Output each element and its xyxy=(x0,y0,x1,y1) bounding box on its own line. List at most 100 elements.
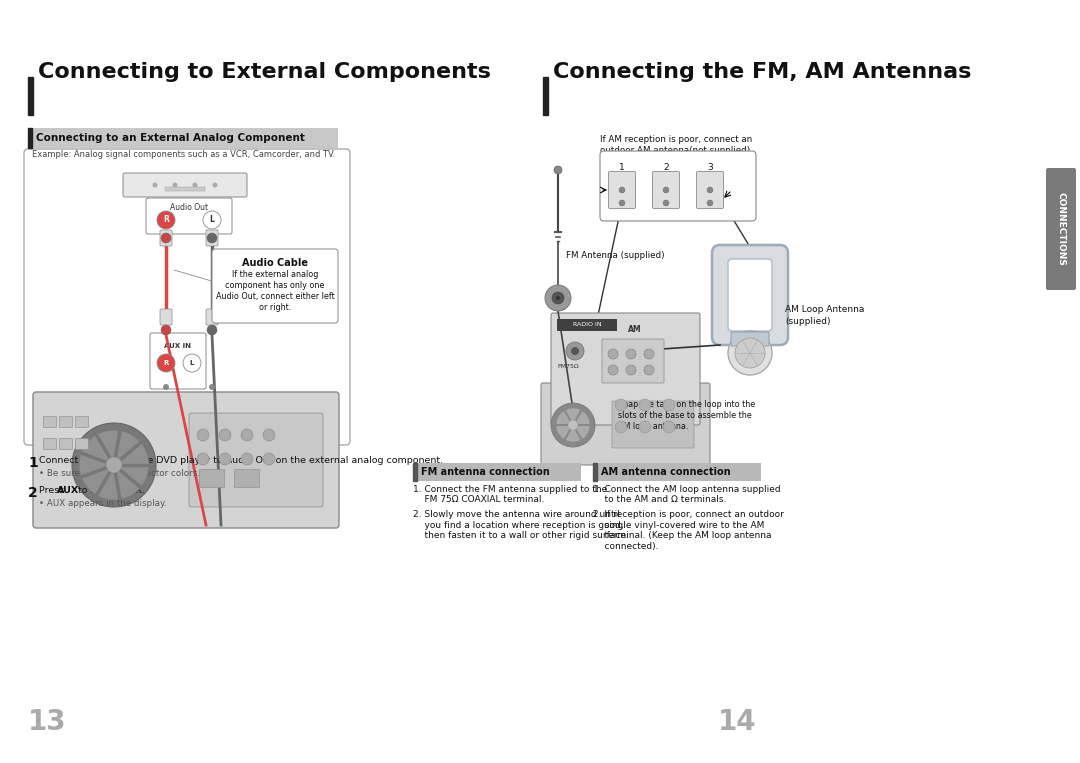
Text: Press: Press xyxy=(39,486,67,495)
Text: • Be sure to match connector colors.: • Be sure to match connector colors. xyxy=(39,469,200,478)
Text: 2. If reception is poor, connect an outdoor: 2. If reception is poor, connect an outd… xyxy=(593,510,784,519)
Bar xyxy=(234,469,259,487)
Text: 1. Connect the FM antenna supplied to the: 1. Connect the FM antenna supplied to th… xyxy=(413,485,607,494)
Bar xyxy=(543,77,548,115)
Circle shape xyxy=(571,347,579,355)
Circle shape xyxy=(644,349,654,359)
Circle shape xyxy=(241,429,253,441)
Circle shape xyxy=(552,292,564,304)
FancyBboxPatch shape xyxy=(541,383,710,465)
FancyBboxPatch shape xyxy=(608,172,635,208)
Circle shape xyxy=(152,182,158,188)
FancyBboxPatch shape xyxy=(43,439,56,449)
Text: If AM reception is poor, connect an: If AM reception is poor, connect an xyxy=(600,135,753,144)
Text: AM: AM xyxy=(629,324,642,333)
FancyBboxPatch shape xyxy=(206,230,218,246)
Text: connected).: connected). xyxy=(593,542,659,550)
Circle shape xyxy=(157,354,175,372)
Circle shape xyxy=(79,430,149,500)
Bar xyxy=(28,77,33,115)
Circle shape xyxy=(626,365,636,375)
Text: FM 75Ω COAXIAL terminal.: FM 75Ω COAXIAL terminal. xyxy=(413,495,544,504)
Text: • AUX appears in the display.: • AUX appears in the display. xyxy=(39,499,166,508)
FancyBboxPatch shape xyxy=(712,245,788,345)
FancyBboxPatch shape xyxy=(160,230,172,246)
Text: then fasten it to a wall or other rigid surface.: then fasten it to a wall or other rigid … xyxy=(413,531,629,540)
Text: slots of the base to assemble the: slots of the base to assemble the xyxy=(618,411,752,420)
Bar xyxy=(28,128,32,148)
FancyBboxPatch shape xyxy=(24,149,350,445)
Text: AM antenna connection: AM antenna connection xyxy=(600,467,731,477)
Text: 14: 14 xyxy=(718,708,757,736)
FancyBboxPatch shape xyxy=(76,439,89,449)
Text: AUX IN: AUX IN xyxy=(164,343,191,349)
Circle shape xyxy=(106,457,122,473)
Text: outdoor AM antenna(not supplied).: outdoor AM antenna(not supplied). xyxy=(600,146,753,155)
Circle shape xyxy=(644,365,654,375)
Circle shape xyxy=(663,399,675,411)
Circle shape xyxy=(219,429,231,441)
Text: you find a location where reception is good,: you find a location where reception is g… xyxy=(413,520,623,530)
Text: component has only one: component has only one xyxy=(226,281,325,290)
FancyBboxPatch shape xyxy=(1047,168,1076,290)
FancyBboxPatch shape xyxy=(728,259,772,331)
Text: Connect Audio In on the DVD player to Audio Out on the external analog component: Connect Audio In on the DVD player to Au… xyxy=(39,456,443,465)
Circle shape xyxy=(639,399,651,411)
Text: FM75Ω: FM75Ω xyxy=(557,365,579,369)
Circle shape xyxy=(264,429,275,441)
Circle shape xyxy=(707,187,713,193)
Circle shape xyxy=(663,200,669,206)
Bar xyxy=(199,469,224,487)
FancyBboxPatch shape xyxy=(146,198,232,234)
Circle shape xyxy=(207,325,217,335)
Text: L: L xyxy=(210,215,215,224)
Text: 1: 1 xyxy=(28,456,38,470)
Circle shape xyxy=(615,421,627,433)
Circle shape xyxy=(728,331,772,375)
Text: 2: 2 xyxy=(28,486,38,500)
Circle shape xyxy=(241,453,253,465)
Text: or right.: or right. xyxy=(259,303,292,312)
Circle shape xyxy=(264,453,275,465)
Text: (supplied): (supplied) xyxy=(785,317,831,326)
Circle shape xyxy=(608,349,618,359)
Circle shape xyxy=(608,365,618,375)
Text: AUX: AUX xyxy=(57,486,79,495)
Circle shape xyxy=(556,408,590,442)
FancyBboxPatch shape xyxy=(731,332,769,346)
FancyBboxPatch shape xyxy=(123,173,247,197)
Text: AM loop antenna.: AM loop antenna. xyxy=(618,422,688,431)
Circle shape xyxy=(663,421,675,433)
Circle shape xyxy=(619,200,625,206)
Text: R: R xyxy=(163,215,168,224)
Circle shape xyxy=(183,354,201,372)
Circle shape xyxy=(556,296,561,300)
Circle shape xyxy=(192,182,198,188)
Text: 13: 13 xyxy=(28,708,67,736)
FancyBboxPatch shape xyxy=(212,249,338,323)
FancyBboxPatch shape xyxy=(206,309,218,325)
Text: FM antenna connection: FM antenna connection xyxy=(421,467,550,477)
Circle shape xyxy=(619,187,625,193)
Text: single vinyl-covered wire to the AM: single vinyl-covered wire to the AM xyxy=(593,520,765,530)
Circle shape xyxy=(545,285,571,311)
Circle shape xyxy=(219,453,231,465)
Bar xyxy=(593,463,597,481)
Text: L: L xyxy=(190,360,194,366)
FancyBboxPatch shape xyxy=(697,172,724,208)
Bar xyxy=(413,463,417,481)
Circle shape xyxy=(163,384,168,390)
Circle shape xyxy=(707,200,713,206)
Circle shape xyxy=(203,211,221,229)
FancyBboxPatch shape xyxy=(189,413,323,507)
Text: If the external analog: If the external analog xyxy=(232,270,319,279)
Text: 1: 1 xyxy=(619,163,625,172)
Circle shape xyxy=(639,421,651,433)
Bar xyxy=(557,319,617,331)
Circle shape xyxy=(173,182,177,188)
Text: Audio Out: Audio Out xyxy=(170,203,208,212)
Bar xyxy=(165,187,205,191)
FancyBboxPatch shape xyxy=(652,172,679,208)
Circle shape xyxy=(197,453,210,465)
FancyBboxPatch shape xyxy=(59,439,72,449)
